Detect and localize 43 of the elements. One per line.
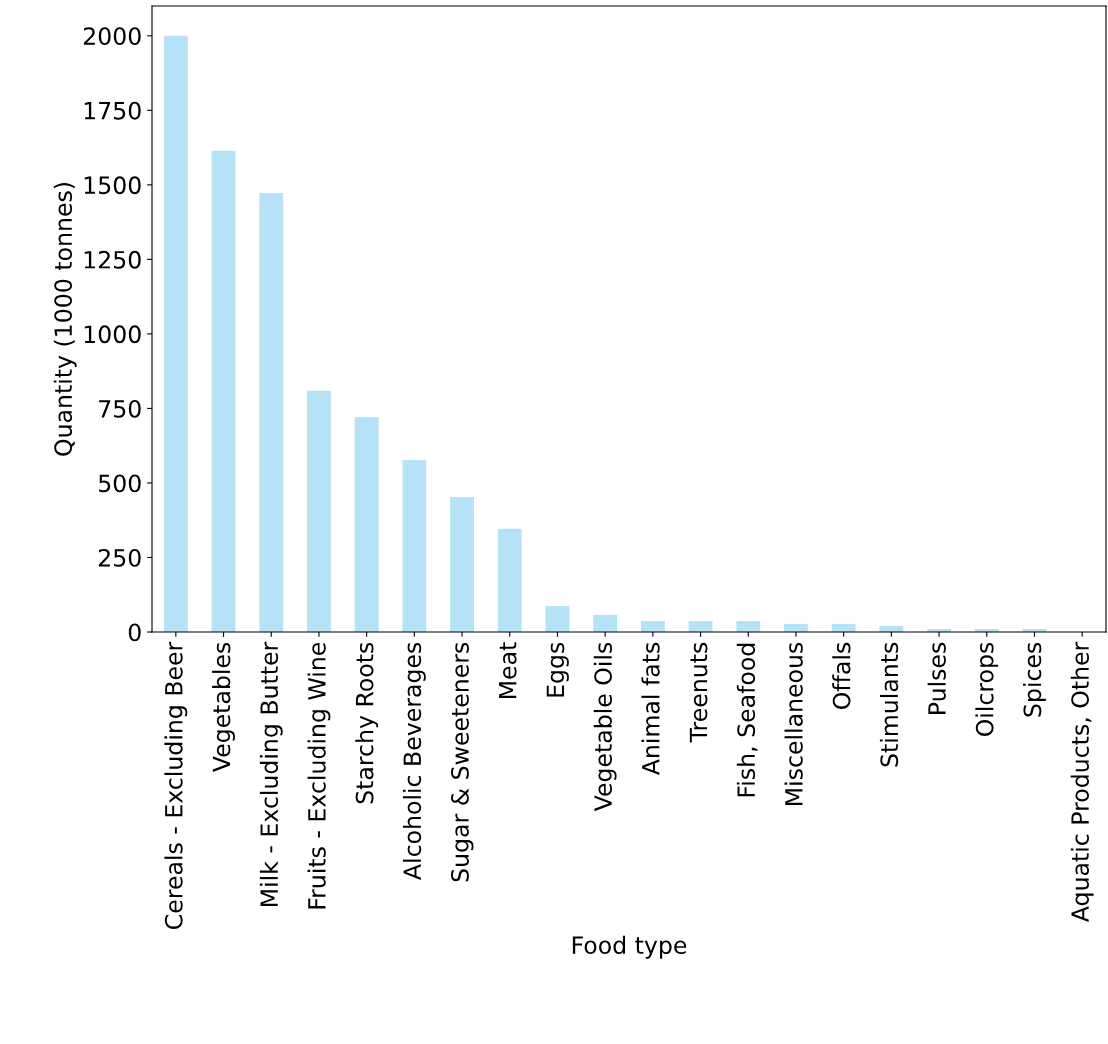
y-tick-label: 250: [98, 548, 141, 567]
x-tick-label: Fruits - Excluding Wine: [307, 642, 331, 909]
x-tick-label: Miscellaneous: [784, 642, 803, 805]
bar: [736, 620, 761, 632]
y-tick-label: 0: [128, 623, 141, 642]
x-tick-label: Vegetables: [212, 642, 235, 773]
bar: [593, 615, 618, 632]
bar: [354, 417, 379, 632]
bar: [497, 528, 522, 632]
x-tick-label: Spices: [1023, 642, 1046, 717]
y-tick-label: 1750: [84, 101, 141, 120]
bar: [211, 150, 236, 632]
y-tick-label: 500: [99, 474, 141, 493]
y-tick-label: 750: [99, 399, 141, 418]
x-tick-label: Stimulants: [879, 642, 899, 767]
x-tick-label: Treenuts: [689, 642, 708, 743]
x-tick-label: Eggs: [546, 642, 569, 697]
y-tick-label: 1500: [84, 176, 141, 195]
bar: [163, 35, 188, 632]
x-tick-label: Oilcrops: [975, 642, 999, 736]
y-tick-label: 2000: [83, 27, 141, 46]
x-tick-label: Starchy Roots: [355, 642, 379, 804]
bar: [545, 606, 570, 632]
y-tick-label: 1000: [84, 325, 141, 344]
x-tick-label: Sugar & Sweeteners: [451, 642, 474, 882]
x-tick-label: Fish, Seafood: [736, 643, 758, 797]
x-tick-label: Aquatic Products, Other: [1070, 641, 1094, 922]
x-tick-label: Meat: [499, 642, 517, 699]
x-tick-label: Cereals - Excluding Beer: [164, 641, 188, 929]
x-tick-label: Milk - Excluding Butter: [259, 641, 283, 906]
x-tick-label: Pulses: [927, 642, 946, 714]
bar: [450, 496, 474, 632]
x-tick-label: Vegetable Oils: [593, 642, 617, 812]
y-axis-title: Quantity (1000 tonnes): [53, 183, 77, 456]
x-tick-label: Alcoholic Beverages: [402, 642, 426, 880]
bar: [402, 460, 427, 632]
bar: [307, 390, 331, 632]
x-axis-title: Food type: [572, 935, 687, 959]
x-tick-label: Animal fats: [641, 642, 660, 776]
bar: [259, 192, 284, 632]
y-tick-label: 1250: [84, 250, 141, 269]
bar: [640, 620, 665, 632]
x-tick-label: Offals: [832, 642, 851, 709]
